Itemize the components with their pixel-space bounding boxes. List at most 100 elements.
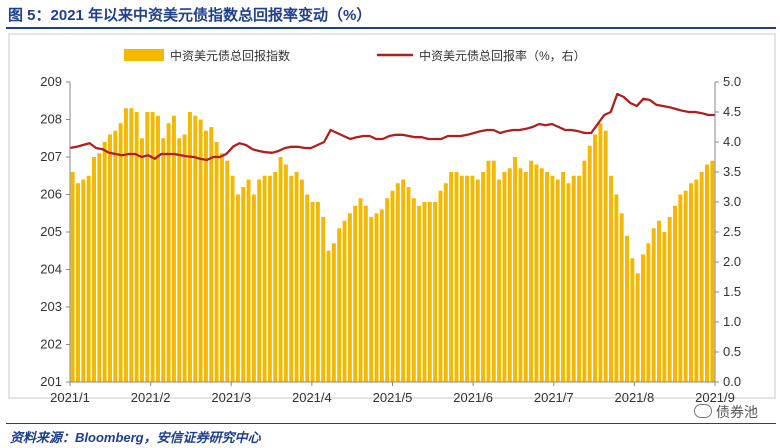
index-bar — [353, 205, 358, 382]
index-bar — [619, 213, 624, 382]
index-bar — [678, 194, 683, 382]
index-bar — [662, 232, 667, 382]
index-bar — [470, 175, 475, 382]
index-bar — [667, 217, 672, 382]
index-bar — [534, 164, 539, 382]
right-tick-label: 1.0 — [723, 314, 741, 329]
index-bar — [523, 172, 528, 382]
index-bar — [603, 130, 608, 382]
index-bar — [363, 205, 368, 382]
index-bar — [294, 172, 299, 382]
wechat-icon — [694, 404, 712, 418]
left-tick-label: 202 — [40, 337, 62, 352]
index-bar — [321, 217, 326, 382]
index-bar — [385, 198, 390, 382]
x-tick-label: 2021/7 — [534, 390, 574, 405]
index-bar — [108, 134, 112, 382]
index-bar — [118, 123, 123, 382]
index-bar — [417, 205, 422, 382]
x-tick-label: 2021/3 — [211, 390, 251, 405]
index-bar — [171, 115, 176, 382]
index-bar — [214, 142, 219, 382]
index-bar — [561, 172, 566, 382]
index-bar — [555, 179, 560, 382]
index-bar — [529, 160, 534, 382]
index-bar — [124, 108, 128, 382]
index-bar — [491, 160, 496, 382]
index-bar — [481, 172, 486, 382]
right-tick-label: 0.5 — [723, 344, 741, 359]
index-bar — [76, 183, 80, 382]
index-bar — [129, 108, 134, 382]
index-bar — [273, 172, 278, 382]
index-bar — [390, 190, 395, 382]
index-bar — [262, 175, 267, 382]
index-bar — [347, 213, 352, 382]
index-bar — [225, 160, 230, 382]
line-series — [69, 92, 715, 162]
index-bar — [646, 243, 651, 382]
left-tick-label: 205 — [40, 224, 62, 239]
index-bar — [182, 134, 187, 382]
index-bar — [507, 168, 512, 382]
index-bar — [475, 179, 480, 382]
index-bar — [166, 123, 171, 382]
index-bar — [326, 250, 331, 382]
index-bar — [374, 213, 379, 382]
index-bar — [566, 183, 571, 382]
index-bar — [155, 115, 160, 382]
right-tick-label: 2.5 — [723, 224, 741, 239]
index-bar — [422, 202, 427, 382]
legend-swatch-bar — [124, 49, 164, 61]
index-bar — [433, 202, 438, 382]
left-tick-label: 208 — [40, 112, 62, 127]
index-bar — [401, 179, 406, 382]
x-tick-label: 2021/6 — [453, 390, 493, 405]
index-bar — [193, 115, 198, 382]
index-bar — [209, 127, 214, 382]
index-bar — [438, 190, 443, 382]
index-bar — [545, 172, 550, 382]
index-bar — [582, 160, 587, 382]
right-tick-label: 3.5 — [723, 164, 741, 179]
index-bar — [683, 190, 688, 382]
index-bar — [187, 112, 192, 382]
return-rate-line — [69, 92, 715, 162]
index-bar — [614, 194, 619, 382]
left-tick-label: 206 — [40, 187, 62, 202]
index-bar — [635, 273, 640, 382]
index-bar — [251, 194, 256, 382]
index-bar — [593, 134, 598, 382]
index-bar — [577, 175, 582, 382]
index-bar — [379, 209, 384, 382]
index-bar — [358, 198, 363, 382]
watermark-text: 债券池 — [716, 404, 758, 420]
index-bar — [299, 179, 304, 382]
index-bar — [139, 138, 144, 382]
index-bar — [427, 202, 432, 382]
index-bar — [241, 187, 246, 382]
index-bar — [177, 138, 182, 382]
title-rule — [6, 27, 776, 29]
index-bar — [449, 172, 454, 382]
index-bar — [161, 138, 166, 382]
index-bar — [395, 183, 400, 382]
x-tick-label: 2021/8 — [614, 390, 654, 405]
index-bar — [598, 123, 603, 382]
index-bar — [641, 254, 645, 382]
index-bar — [337, 228, 342, 382]
index-bar — [369, 217, 374, 382]
right-tick-label: 1.5 — [723, 284, 741, 299]
index-bar — [630, 258, 635, 382]
index-bar — [257, 179, 262, 382]
legend: 中资美元债总回报指数 中资美元债总回报率（%，右） — [124, 48, 586, 63]
index-bar — [539, 168, 544, 382]
index-bar — [278, 157, 283, 382]
index-bar — [673, 205, 677, 382]
index-bar — [497, 179, 502, 382]
index-bar — [699, 172, 704, 382]
index-bar — [246, 179, 251, 382]
x-tick-label: 2021/9 — [695, 390, 735, 405]
right-tick-label: 5.0 — [723, 74, 741, 89]
